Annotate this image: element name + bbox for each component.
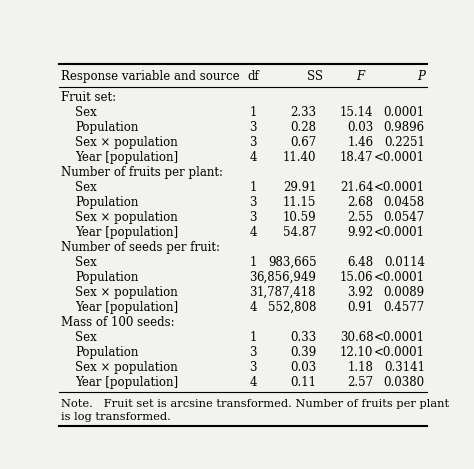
Text: 552,808: 552,808 bbox=[268, 301, 316, 314]
Text: 0.4577: 0.4577 bbox=[383, 301, 425, 314]
Text: 3: 3 bbox=[249, 196, 257, 209]
Text: F: F bbox=[356, 70, 365, 83]
Text: 983,665: 983,665 bbox=[268, 256, 316, 269]
Text: 0.2251: 0.2251 bbox=[384, 136, 425, 149]
Text: 0.91: 0.91 bbox=[347, 301, 374, 314]
Text: Sex: Sex bbox=[75, 181, 97, 194]
Text: Number of fruits per plant:: Number of fruits per plant: bbox=[61, 166, 223, 179]
Text: 2.55: 2.55 bbox=[347, 211, 374, 224]
Text: 0.03: 0.03 bbox=[347, 121, 374, 134]
Text: Sex: Sex bbox=[75, 106, 97, 119]
Text: 2.33: 2.33 bbox=[290, 106, 316, 119]
Text: 0.0458: 0.0458 bbox=[383, 196, 425, 209]
Text: 4: 4 bbox=[249, 226, 257, 239]
Text: Sex: Sex bbox=[75, 331, 97, 344]
Text: 4: 4 bbox=[249, 151, 257, 164]
Text: 11.40: 11.40 bbox=[283, 151, 316, 164]
Text: 1: 1 bbox=[249, 331, 257, 344]
Text: 0.33: 0.33 bbox=[290, 331, 316, 344]
Text: SS: SS bbox=[307, 70, 323, 83]
Text: 1: 1 bbox=[249, 181, 257, 194]
Text: 54.87: 54.87 bbox=[283, 226, 316, 239]
Text: Population: Population bbox=[75, 121, 138, 134]
Text: Fruit set:: Fruit set: bbox=[61, 91, 116, 104]
Text: 1: 1 bbox=[249, 256, 257, 269]
Text: 0.0089: 0.0089 bbox=[383, 286, 425, 299]
Text: Note.   Fruit set is arcsine transformed. Number of fruits per plant: Note. Fruit set is arcsine transformed. … bbox=[61, 399, 449, 409]
Text: 3: 3 bbox=[249, 136, 257, 149]
Text: 0.0114: 0.0114 bbox=[384, 256, 425, 269]
Text: 1.46: 1.46 bbox=[347, 136, 374, 149]
Text: <0.0001: <0.0001 bbox=[374, 346, 425, 359]
Text: 2.57: 2.57 bbox=[347, 376, 374, 389]
Text: Year [population]: Year [population] bbox=[75, 376, 178, 389]
Text: <0.0001: <0.0001 bbox=[374, 331, 425, 344]
Text: 0.03: 0.03 bbox=[290, 361, 316, 374]
Text: 10.59: 10.59 bbox=[283, 211, 316, 224]
Text: 0.39: 0.39 bbox=[290, 346, 316, 359]
Text: <0.0001: <0.0001 bbox=[374, 181, 425, 194]
Text: 9.92: 9.92 bbox=[347, 226, 374, 239]
Text: Population: Population bbox=[75, 346, 138, 359]
Text: is log transformed.: is log transformed. bbox=[61, 412, 171, 423]
Text: 0.0001: 0.0001 bbox=[383, 106, 425, 119]
Text: Sex × population: Sex × population bbox=[75, 211, 178, 224]
Text: 2.68: 2.68 bbox=[347, 196, 374, 209]
Text: 12.10: 12.10 bbox=[340, 346, 374, 359]
Text: 3: 3 bbox=[249, 286, 257, 299]
Text: 3: 3 bbox=[249, 211, 257, 224]
Text: 4: 4 bbox=[249, 301, 257, 314]
Text: 0.3141: 0.3141 bbox=[384, 361, 425, 374]
Text: P: P bbox=[417, 70, 425, 83]
Text: 3: 3 bbox=[249, 121, 257, 134]
Text: 3: 3 bbox=[249, 271, 257, 284]
Text: Number of seeds per fruit:: Number of seeds per fruit: bbox=[61, 241, 220, 254]
Text: Year [population]: Year [population] bbox=[75, 226, 178, 239]
Text: 6,856,949: 6,856,949 bbox=[256, 271, 316, 284]
Text: 29.91: 29.91 bbox=[283, 181, 316, 194]
Text: Year [population]: Year [population] bbox=[75, 151, 178, 164]
Text: 3: 3 bbox=[249, 361, 257, 374]
Text: 0.0547: 0.0547 bbox=[383, 211, 425, 224]
Text: Sex × population: Sex × population bbox=[75, 136, 178, 149]
Text: 21.64: 21.64 bbox=[340, 181, 374, 194]
Text: Population: Population bbox=[75, 271, 138, 284]
Text: 3: 3 bbox=[249, 346, 257, 359]
Text: 4: 4 bbox=[249, 376, 257, 389]
Text: 0.0380: 0.0380 bbox=[383, 376, 425, 389]
Text: 18.47: 18.47 bbox=[340, 151, 374, 164]
Text: 0.28: 0.28 bbox=[291, 121, 316, 134]
Text: 1.18: 1.18 bbox=[347, 361, 374, 374]
Text: Sex × population: Sex × population bbox=[75, 361, 178, 374]
Text: 15.06: 15.06 bbox=[340, 271, 374, 284]
Text: Mass of 100 seeds:: Mass of 100 seeds: bbox=[61, 316, 175, 329]
Text: Year [population]: Year [population] bbox=[75, 301, 178, 314]
Text: <0.0001: <0.0001 bbox=[374, 271, 425, 284]
Text: 0.9896: 0.9896 bbox=[383, 121, 425, 134]
Text: 3.92: 3.92 bbox=[347, 286, 374, 299]
Text: <0.0001: <0.0001 bbox=[374, 151, 425, 164]
Text: 11.15: 11.15 bbox=[283, 196, 316, 209]
Text: 6.48: 6.48 bbox=[347, 256, 374, 269]
Text: 15.14: 15.14 bbox=[340, 106, 374, 119]
Text: Response variable and source: Response variable and source bbox=[61, 70, 240, 83]
Text: 1,787,418: 1,787,418 bbox=[257, 286, 316, 299]
Text: Sex × population: Sex × population bbox=[75, 286, 178, 299]
Text: 1: 1 bbox=[249, 106, 257, 119]
Text: 0.11: 0.11 bbox=[291, 376, 316, 389]
Text: Sex: Sex bbox=[75, 256, 97, 269]
Text: <0.0001: <0.0001 bbox=[374, 226, 425, 239]
Text: 0.67: 0.67 bbox=[290, 136, 316, 149]
Text: Population: Population bbox=[75, 196, 138, 209]
Text: 30.68: 30.68 bbox=[340, 331, 374, 344]
Text: df: df bbox=[247, 70, 259, 83]
